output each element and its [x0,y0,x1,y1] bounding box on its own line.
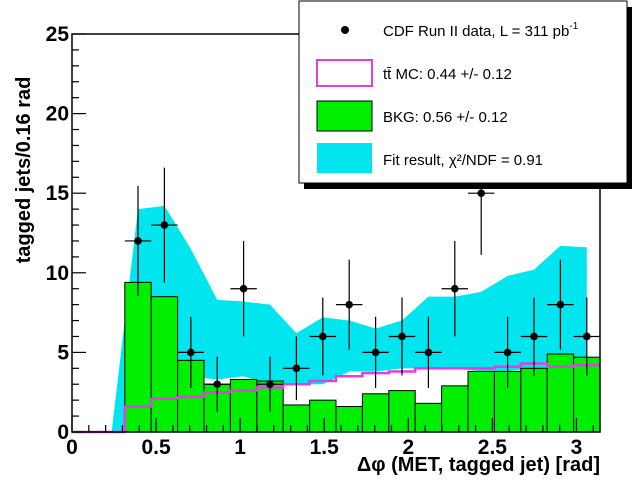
bkg-bar [388,390,416,433]
legend-label-bkg: BKG: 0.56 +/- 0.12 [383,109,508,126]
y-axis-label: tagged jets/0.16 rad [13,77,35,264]
data-point [239,284,248,293]
y-tick-label: 20 [46,103,69,126]
bkg-bar [520,367,548,433]
data-point [213,380,221,389]
legend-label-fit: Fit result, χ²/NDF = 0.91 [383,152,543,169]
data-point [319,332,327,341]
data-point [398,332,406,341]
y-tick-label: 5 [57,341,69,364]
plot-area [72,131,601,434]
data-point [187,348,195,357]
legend-marker-bkg [316,100,373,132]
legend-label-ttbar: tt̄ MC: 0.44 +/- 0.12 [383,66,512,83]
y-tick-label: 15 [46,182,70,205]
bkg-bar [441,385,469,433]
bkg-bar [124,281,152,433]
x-tick-label: 3 [571,436,583,459]
bkg-bar [150,296,179,433]
data-point [451,284,459,293]
data-point [345,300,354,309]
y-tick-label: 10 [46,262,69,285]
data-point [477,189,486,197]
x-axis-label: Δφ (MET, tagged jet) [rad] [357,454,600,476]
legend-marker-fit [317,143,372,173]
x-tick-label: 2.5 [478,436,508,459]
legend-label-data: CDF Run II data, L = 311 pb-1 [383,21,579,40]
data-point [503,348,512,357]
data-point [266,380,274,389]
bkg-bar [414,402,443,433]
x-tick-label: 1.5 [310,436,340,459]
x-tick-label: 1 [234,436,246,459]
data-point [292,364,301,373]
legend: CDF Run II data, L = 311 pb-1 tt̄ MC: 0.… [298,0,632,189]
ttbar-mc-line [72,362,600,434]
bkg-bar [282,404,311,433]
data-point [530,332,538,341]
bkg-bar [361,393,390,433]
x-tick-label: 2 [402,436,414,459]
data-point [583,332,591,341]
bkg-bar [229,378,258,433]
bkg-bar [309,399,337,433]
bkg-bar [467,371,495,433]
data-point [424,348,433,357]
y-tick-label: 25 [46,23,70,46]
y-tick-label: 0 [57,421,69,444]
data-point [371,348,380,357]
data-point [134,237,142,245]
x-tick-label: 0.5 [141,436,171,459]
axes: 0 5 10 15 20 25 0 0.5 1 1.5 2 2.5 3 [46,23,601,459]
legend-marker-ttbar [316,59,373,87]
fit-band [85,205,587,432]
data-point [556,300,565,309]
x-tick-label: 0 [66,436,78,459]
data-point [160,221,169,229]
legend-marker-data [341,26,349,34]
